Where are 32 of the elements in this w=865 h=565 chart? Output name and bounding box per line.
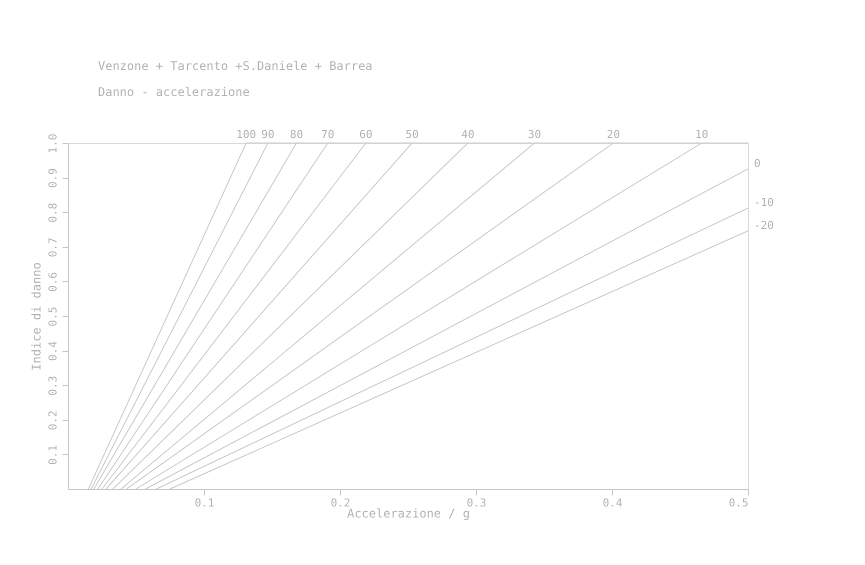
series-label: 10 <box>695 128 708 141</box>
series-label: 30 <box>528 128 542 141</box>
x-tick-label: 0.1 <box>194 496 214 510</box>
series-label: 100 <box>236 128 256 141</box>
x-tick-label: 0.5 <box>728 496 748 510</box>
series-label: 80 <box>290 128 304 141</box>
y-tick-label: 0.1 <box>46 444 60 465</box>
series-label: 60 <box>359 128 372 141</box>
y-tick-label: 1.0 <box>46 134 60 154</box>
series-label: -20 <box>754 218 774 232</box>
x-tick-label: 0.3 <box>466 496 486 510</box>
x-axis-title: Accelerazione / g <box>347 506 470 520</box>
chart-title: Venzone + Tarcento +S.Daniele + Barrea <box>98 59 373 73</box>
x-tick-label: 0.4 <box>602 496 623 510</box>
y-tick-label: 0.4 <box>46 340 60 362</box>
series-label: 0 <box>754 156 761 170</box>
series-label: 20 <box>606 128 620 141</box>
y-tick-label: 0.3 <box>46 376 60 396</box>
series-label: 50 <box>405 128 419 141</box>
y-axis-title: Indice di danno <box>30 262 44 371</box>
series-label: -10 <box>754 196 774 210</box>
y-tick-label: 0.2 <box>46 410 60 430</box>
y-tick-label: 0.5 <box>46 306 60 326</box>
y-tick-label: 0.8 <box>46 202 60 223</box>
y-tick-label: 0.9 <box>46 168 60 188</box>
x-tick-label: 0.2 <box>330 496 350 510</box>
series-label: 70 <box>321 128 334 141</box>
y-tick-label: 0.6 <box>46 272 60 292</box>
chart-subtitle: Danno - accelerazione <box>98 85 250 99</box>
y-tick-label: 0.7 <box>46 237 60 258</box>
series-label: 90 <box>261 128 275 141</box>
series-label: 40 <box>461 128 474 141</box>
